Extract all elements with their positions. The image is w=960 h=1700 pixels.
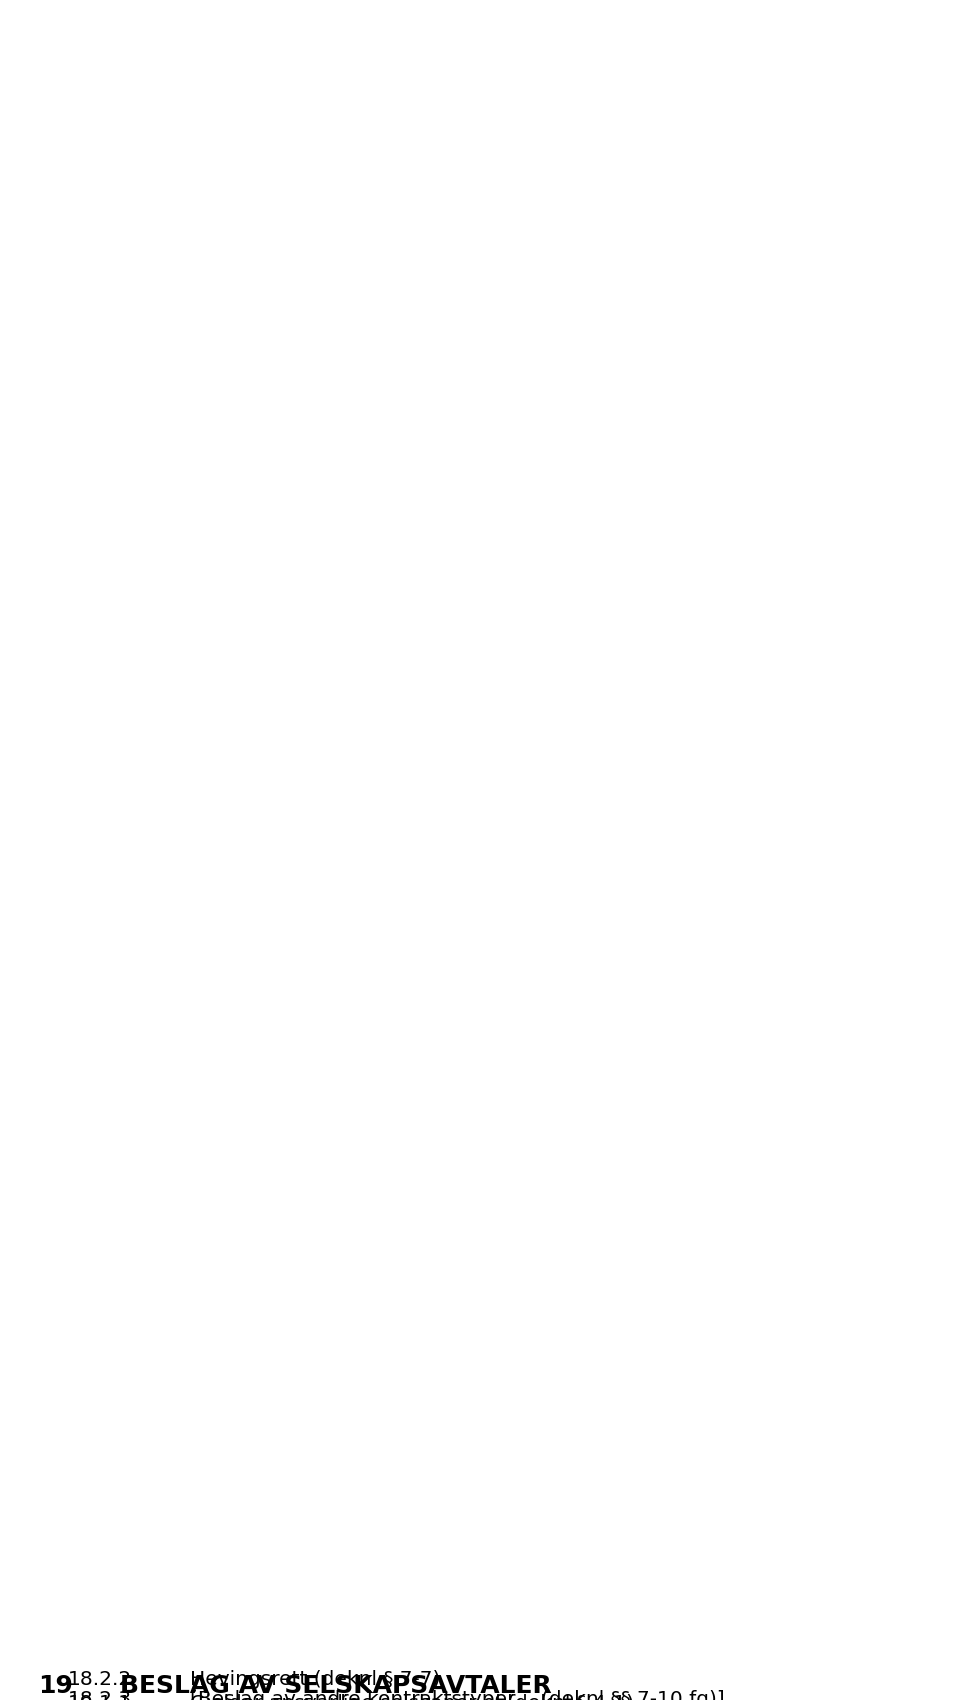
Text: 18.2.3: 18.2.3 — [68, 1690, 132, 1700]
Text: Gjelder ansvarlige selskaper ol (deknl § 4-1): Gjelder ansvarlige selskaper ol (deknl §… — [190, 1693, 634, 1700]
Text: Hevingsrett (deknl § 7-7): Hevingsrett (deknl § 7-7) — [190, 1669, 441, 1690]
Text: 18.2.2: 18.2.2 — [68, 1669, 132, 1690]
Text: 19.1.1: 19.1.1 — [68, 1693, 132, 1700]
Text: [Beslag av andre kontraktstyper    (deknl §§ 7-10 fg)]: [Beslag av andre kontraktstyper (deknl §… — [190, 1690, 725, 1700]
Text: BESLAG AV SELSKAPSAVTALER: BESLAG AV SELSKAPSAVTALER — [120, 1674, 552, 1698]
Text: 19: 19 — [38, 1674, 73, 1698]
